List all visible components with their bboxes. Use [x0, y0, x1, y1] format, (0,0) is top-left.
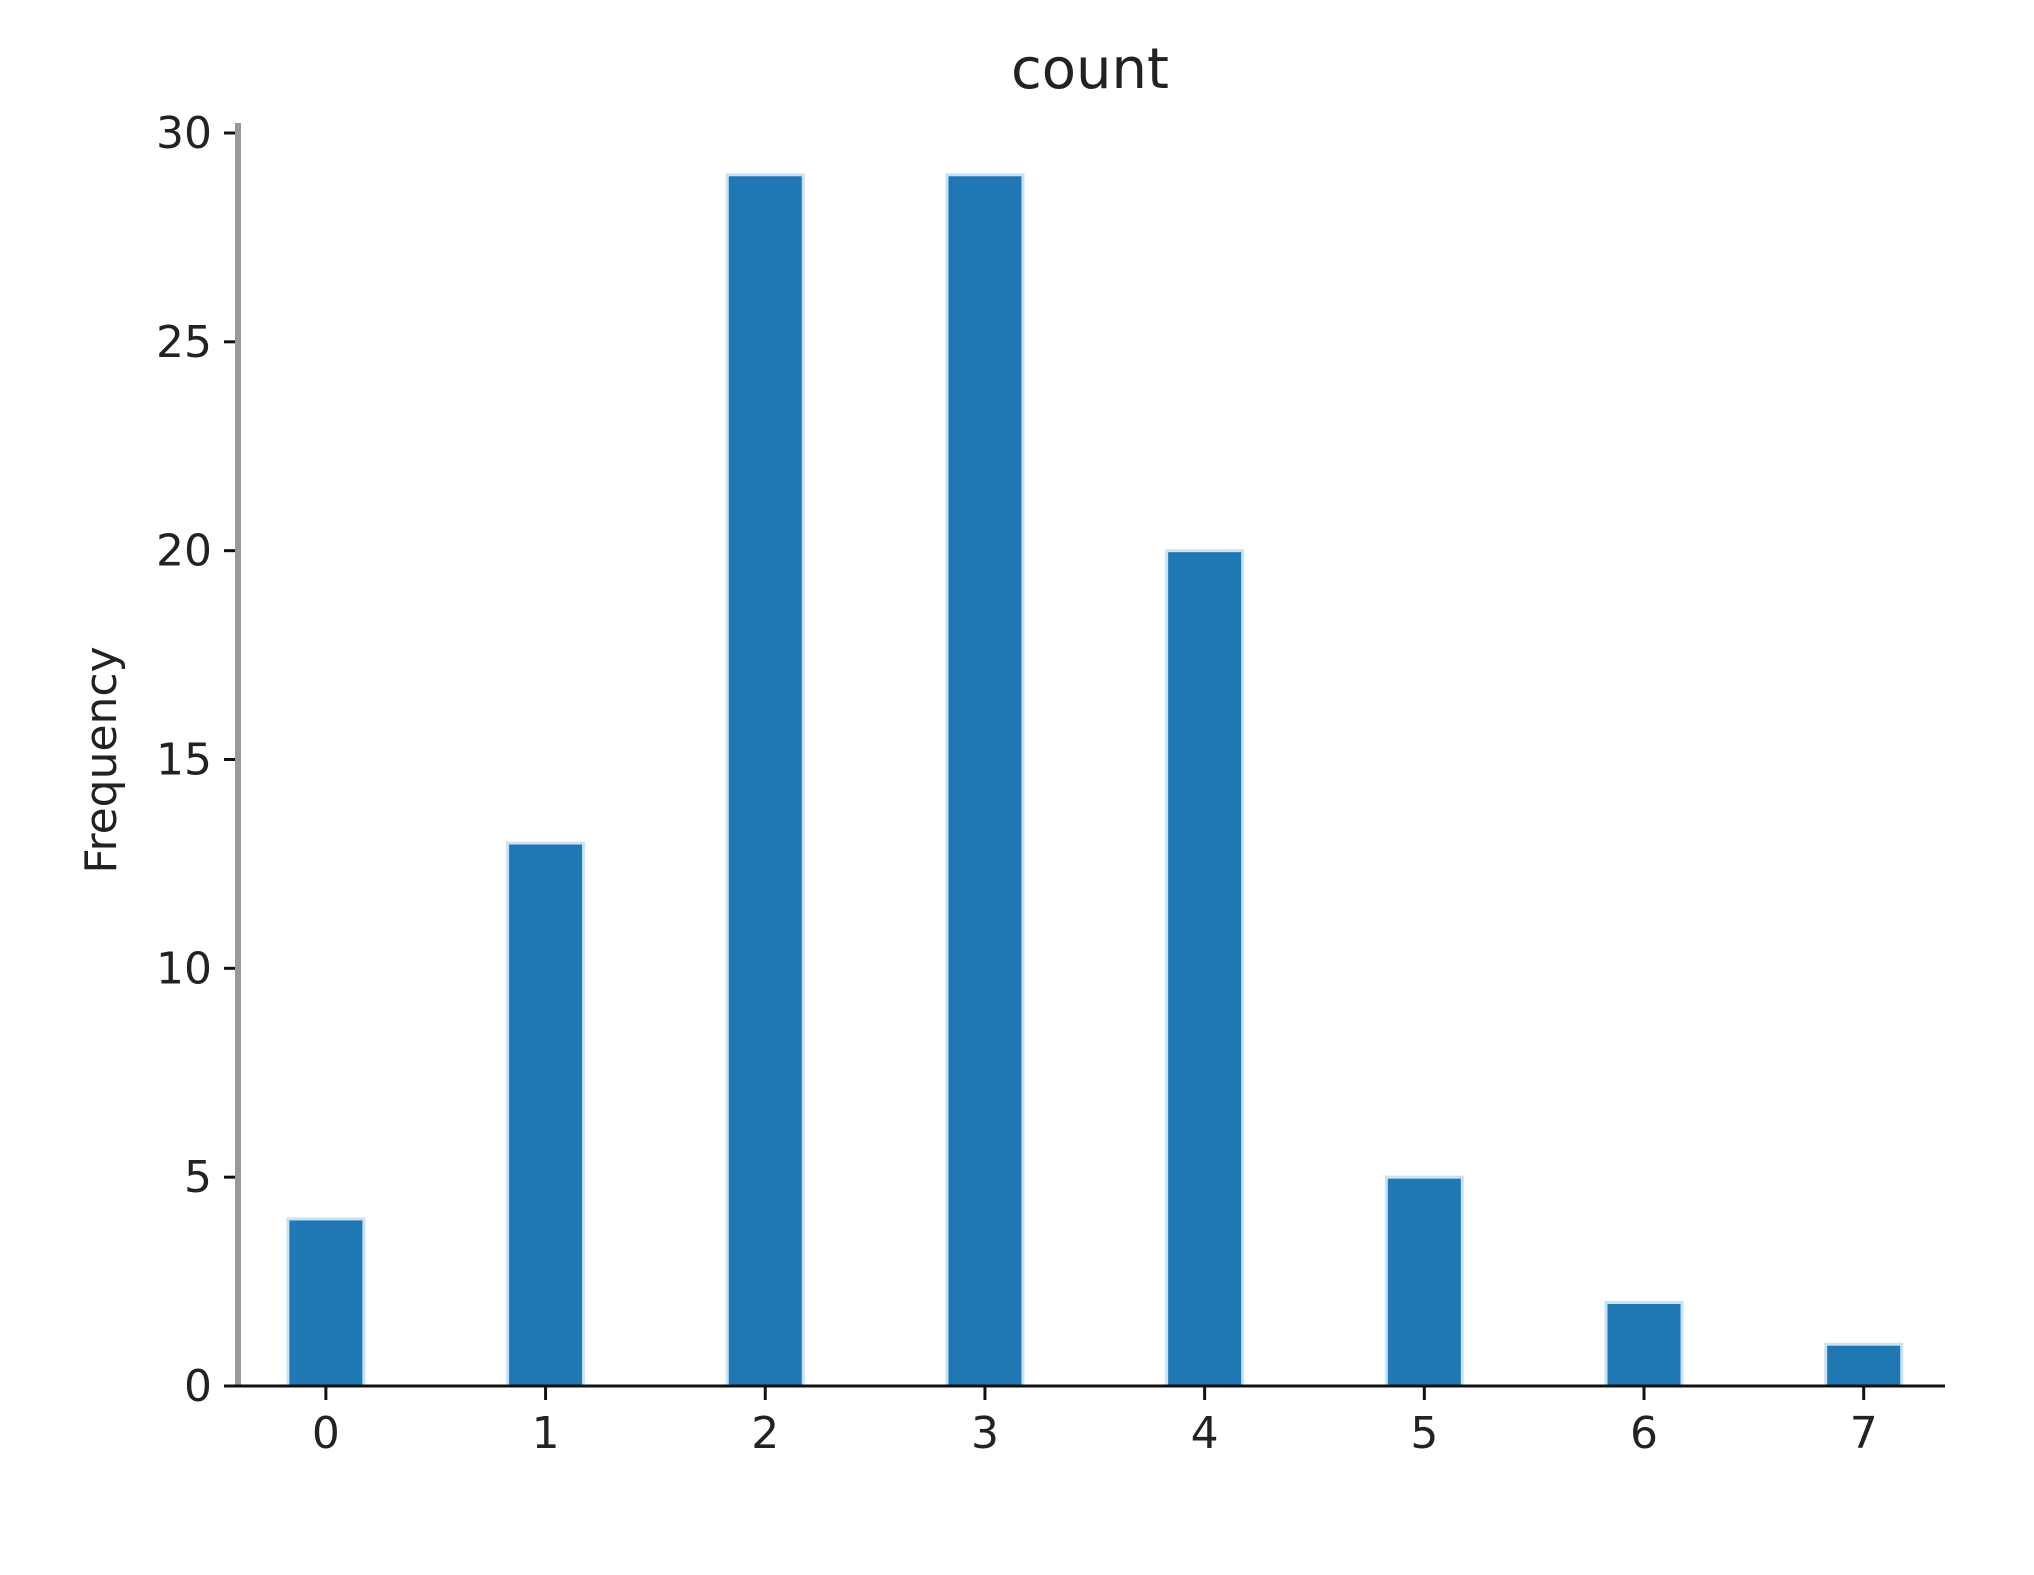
y-tick-label: 15	[156, 735, 212, 786]
y-tick-label: 10	[156, 943, 212, 994]
x-tick-label: 0	[312, 1408, 340, 1459]
bar-4	[1165, 549, 1245, 1388]
bar-7	[1824, 1342, 1904, 1388]
y-tick-label: 0	[184, 1361, 212, 1412]
bar-1	[506, 841, 586, 1388]
bar-3	[945, 173, 1025, 1388]
y-tick-label: 20	[156, 526, 212, 577]
bar-5	[1384, 1175, 1464, 1388]
x-tick-label: 6	[1630, 1408, 1658, 1459]
x-tick-label: 2	[751, 1408, 779, 1459]
x-tick-label: 4	[1191, 1408, 1219, 1459]
x-tick-label: 1	[532, 1408, 560, 1459]
bar-0	[286, 1217, 366, 1388]
x-tick-label: 7	[1850, 1408, 1878, 1459]
y-axis-label: Frequency	[76, 646, 127, 873]
x-tick-label: 3	[971, 1408, 999, 1459]
x-tick-label: 5	[1410, 1408, 1438, 1459]
y-tick-label: 5	[184, 1152, 212, 1203]
bars-group	[286, 173, 1904, 1388]
y-tick-label: 25	[156, 317, 212, 368]
bar-6	[1604, 1300, 1684, 1388]
x-ticks-group: 0 1 2 3 4 5 6 7	[312, 1386, 1878, 1459]
chart-title: count	[1011, 37, 1169, 102]
bar-2	[725, 173, 805, 1388]
y-tick-label: 30	[156, 108, 212, 159]
y-ticks-group: 0 5 10 15 20 25 30	[156, 108, 238, 1412]
